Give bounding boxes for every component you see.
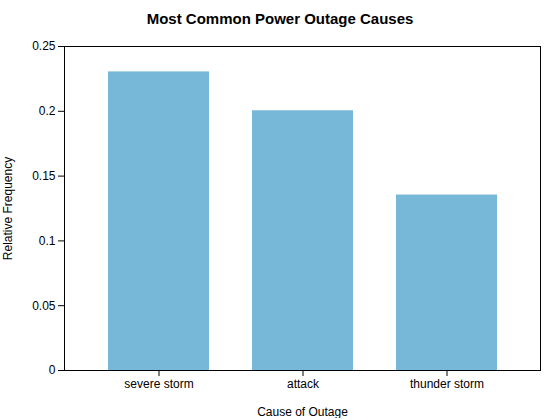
svg-text:0.15: 0.15	[32, 169, 56, 183]
svg-text:0.05: 0.05	[32, 299, 56, 313]
svg-text:Relative Frequency: Relative Frequency	[1, 157, 15, 260]
svg-text:attack: attack	[287, 377, 320, 391]
html-text:Most Common Power Outage Cause: Most Common Power Outage Causes	[146, 10, 414, 27]
svg-text:0.1: 0.1	[39, 234, 56, 248]
svg-text:severe storm: severe storm	[124, 377, 193, 391]
svg-text:0.25: 0.25	[32, 39, 56, 53]
svg-text:Cause of Outage: Cause of Outage	[257, 405, 348, 419]
svg-text:0: 0	[49, 363, 56, 377]
svg-text:thunder storm: thunder storm	[410, 377, 484, 391]
svg-text:0.2: 0.2	[39, 104, 56, 118]
